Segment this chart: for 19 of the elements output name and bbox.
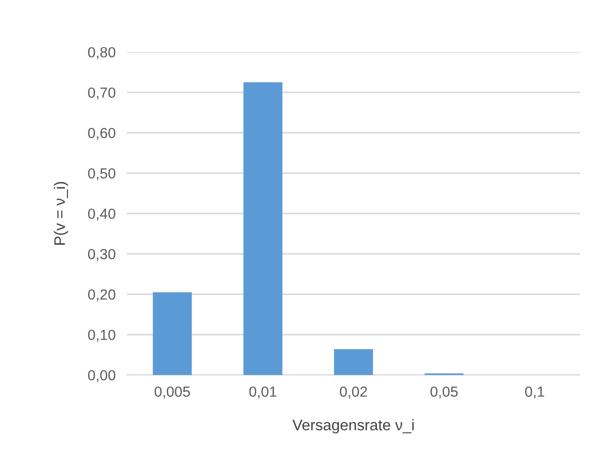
y-axis-title: P(v = ν_i): [54, 182, 68, 245]
bar: [334, 349, 373, 375]
y-tick-label: 0,30: [88, 248, 116, 262]
y-tick-label: 0,40: [88, 208, 116, 221]
x-tick-label: 0,005: [154, 386, 190, 399]
y-tick-label: 0,80: [88, 47, 116, 60]
x-tick-label: 0,1: [525, 386, 544, 399]
y-tick-label: 0,60: [88, 128, 116, 140]
y-tick-label: 0,70: [88, 87, 116, 100]
x-tick-label: 0,05: [430, 386, 458, 399]
x-tick-label: 0,01: [249, 386, 276, 399]
x-tick-label: 0,02: [340, 386, 367, 399]
bar: [152, 292, 192, 375]
bar: [243, 82, 282, 375]
x-axis-title: Versagensrate ν_i: [292, 419, 414, 434]
y-tick-label: 0,50: [88, 168, 116, 180]
y-tick-label: 0,10: [88, 330, 116, 342]
y-tick-label: 0,00: [88, 370, 116, 382]
y-tick-label: 0,20: [88, 289, 116, 302]
